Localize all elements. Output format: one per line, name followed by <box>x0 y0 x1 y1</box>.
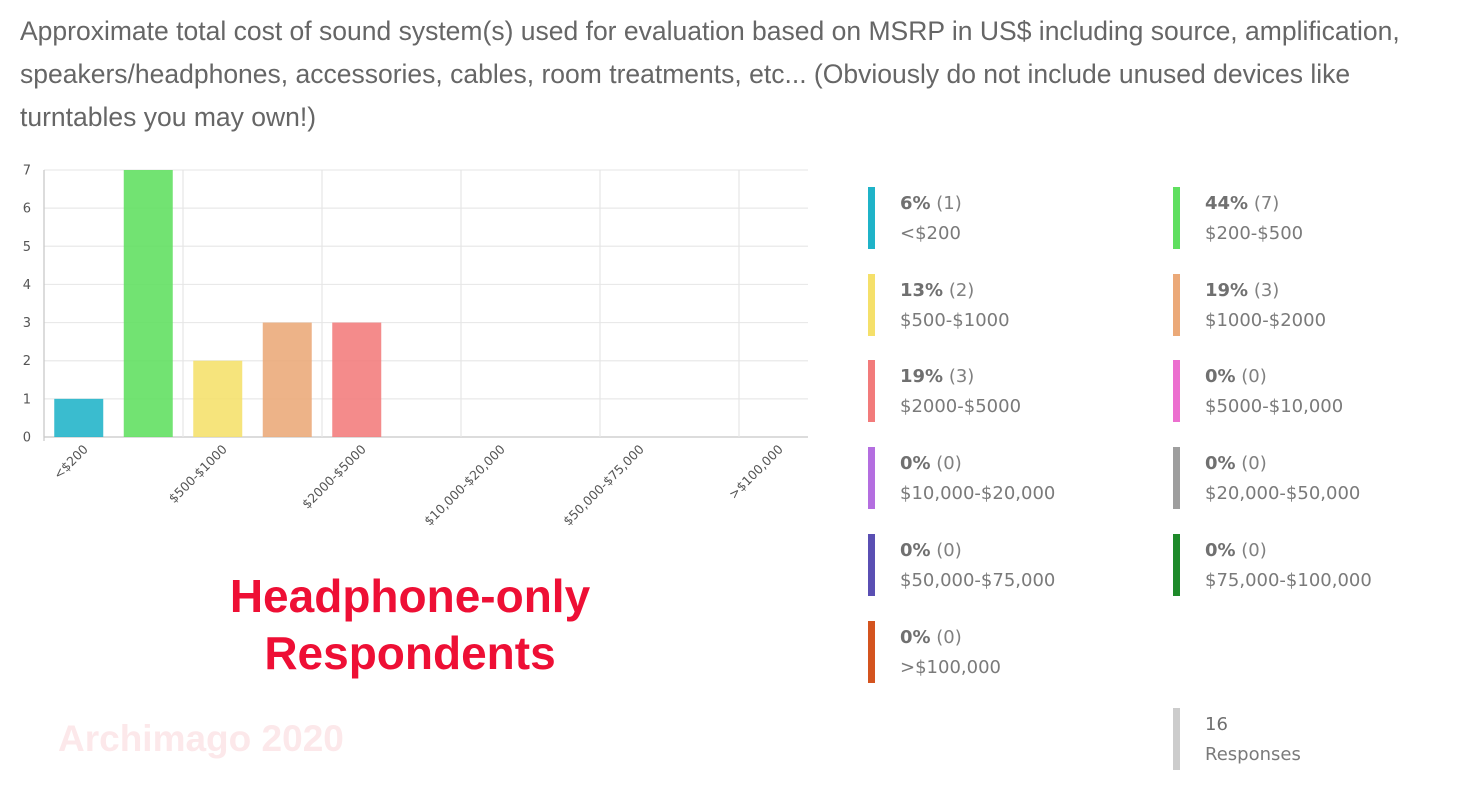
legend-label: $200-$500 <box>1205 223 1304 244</box>
watermark: Archimago 2020 <box>58 718 344 759</box>
legend-count: (1) <box>930 193 962 214</box>
legend-percent: 13% <box>900 279 944 301</box>
legend-value: 19% (3) <box>1205 280 1279 301</box>
responses-summary: 16 Responses <box>1173 708 1433 770</box>
legend-count: (2) <box>943 279 975 301</box>
responses-label: Responses <box>1205 744 1301 765</box>
legend-percent: 0% <box>1205 453 1236 475</box>
legend-swatch <box>1173 273 1180 336</box>
legend-item[interactable]: 13% (2) $500-$1000 <box>868 273 1128 336</box>
x-tick-label: $500-$1000 <box>165 441 229 505</box>
legend-label: <$200 <box>900 223 961 244</box>
legend-label: $20,000-$50,000 <box>1205 483 1361 505</box>
question-title: Approximate total cost of sound system(s… <box>20 16 1400 132</box>
legend-swatch <box>868 273 875 336</box>
bar[interactable] <box>332 322 382 437</box>
legend-value: 0% (0) <box>1205 540 1267 561</box>
legend-item[interactable]: 0% (0) >$100,000 <box>868 620 1128 683</box>
legend-count: (3) <box>1248 279 1280 301</box>
x-tick-label: $50,000-$75,000 <box>560 441 647 528</box>
legend-value: 0% (0) <box>900 453 962 474</box>
legend-percent: 19% <box>900 366 944 388</box>
legend-swatch <box>868 620 875 683</box>
legend-swatch <box>868 187 875 249</box>
legend-label: $10,000-$20,000 <box>900 483 1056 505</box>
legend-value: 44% (7) <box>1205 193 1279 214</box>
y-tick-label: 2 <box>23 354 31 369</box>
bar[interactable] <box>54 398 104 437</box>
legend-label: $1000-$2000 <box>1205 309 1327 331</box>
legend-count: (0) <box>1235 366 1267 388</box>
legend-item[interactable]: 0% (0) $20,000-$50,000 <box>1173 447 1433 510</box>
legend-percent: 0% <box>900 453 931 475</box>
legend-swatch <box>868 533 875 596</box>
legend-value: 0% (0) <box>900 540 962 561</box>
legend-value: 0% (0) <box>900 627 962 648</box>
legend-percent: 0% <box>900 626 931 648</box>
overlay-title: Headphone-only Respondents <box>160 568 660 682</box>
y-tick-label: 5 <box>23 240 31 255</box>
legend-label: $75,000-$100,000 <box>1205 569 1372 591</box>
legend-label: $50,000-$75,000 <box>900 569 1056 591</box>
legend-item[interactable]: 19% (3) $1000-$2000 <box>1173 273 1433 336</box>
overlay-title-line: Respondents <box>264 627 556 679</box>
legend-count: (0) <box>930 539 962 561</box>
legend-count: (0) <box>1235 453 1267 475</box>
legend-value: 6% (1) <box>900 193 962 214</box>
legend-value: 0% (0) <box>1205 366 1267 387</box>
legend-item[interactable]: 44% (7) $200-$500 <box>1173 187 1433 249</box>
responses-swatch <box>1173 708 1180 770</box>
legend-label: $5000-$10,000 <box>1205 396 1344 418</box>
legend-label: >$100,000 <box>900 656 1001 678</box>
legend-swatch <box>1173 533 1180 596</box>
y-tick-label: 1 <box>23 392 31 407</box>
bar[interactable] <box>123 170 173 437</box>
legend-count: (3) <box>943 366 975 388</box>
legend-label: $2000-$5000 <box>900 396 1022 418</box>
legend-item[interactable]: 19% (3) $2000-$5000 <box>868 360 1128 423</box>
legend-swatch <box>1173 360 1180 423</box>
x-tick-label: $2000-$5000 <box>299 441 369 511</box>
legend-swatch <box>868 447 875 510</box>
legend-count: (0) <box>1235 539 1267 561</box>
legend-percent: 0% <box>900 539 931 561</box>
legend-count: (0) <box>930 453 962 475</box>
bar[interactable] <box>193 360 243 437</box>
y-tick-label: 7 <box>23 164 31 179</box>
legend-percent: 0% <box>1205 539 1236 561</box>
legend-label: $500-$1000 <box>900 309 1010 331</box>
x-tick-label: $10,000-$20,000 <box>421 441 508 528</box>
legend-percent: 44% <box>1205 193 1249 214</box>
x-tick-label: >$100,000 <box>726 441 786 501</box>
legend-swatch <box>1173 447 1180 510</box>
x-tick-label: <$200 <box>50 441 91 482</box>
legend-value: 0% (0) <box>1205 453 1267 474</box>
y-tick-label: 0 <box>23 431 31 446</box>
y-tick-label: 4 <box>23 278 31 293</box>
legend-percent: 0% <box>1205 366 1236 388</box>
legend-value: 19% (3) <box>900 366 974 387</box>
legend-swatch <box>868 360 875 423</box>
legend-count: (0) <box>930 626 962 648</box>
legend-item[interactable]: 0% (0) $75,000-$100,000 <box>1173 533 1433 596</box>
legend-item[interactable]: 0% (0) $10,000-$20,000 <box>868 447 1128 510</box>
bar-chart: 0 1 2 3 4 5 6 7 <$200 $500-$1000 $2000-$5000 $10,00… <box>23 164 808 528</box>
responses-count: 16 <box>1205 714 1228 735</box>
legend-percent: 6% <box>900 193 931 214</box>
legend-item[interactable]: 0% (0) $5000-$10,000 <box>1173 360 1433 423</box>
y-tick-label: 3 <box>23 316 31 331</box>
legend-item[interactable]: 6% (1) <$200 <box>868 187 1128 249</box>
legend-count: (7) <box>1248 193 1280 214</box>
bar[interactable] <box>262 322 312 437</box>
legend-swatch <box>1173 187 1180 249</box>
overlay-title-line: Headphone-only <box>229 570 591 622</box>
legend-value: 13% (2) <box>900 280 974 301</box>
y-tick-label: 6 <box>23 202 31 217</box>
legend-percent: 19% <box>1205 279 1249 301</box>
legend-item[interactable]: 0% (0) $50,000-$75,000 <box>868 533 1128 596</box>
